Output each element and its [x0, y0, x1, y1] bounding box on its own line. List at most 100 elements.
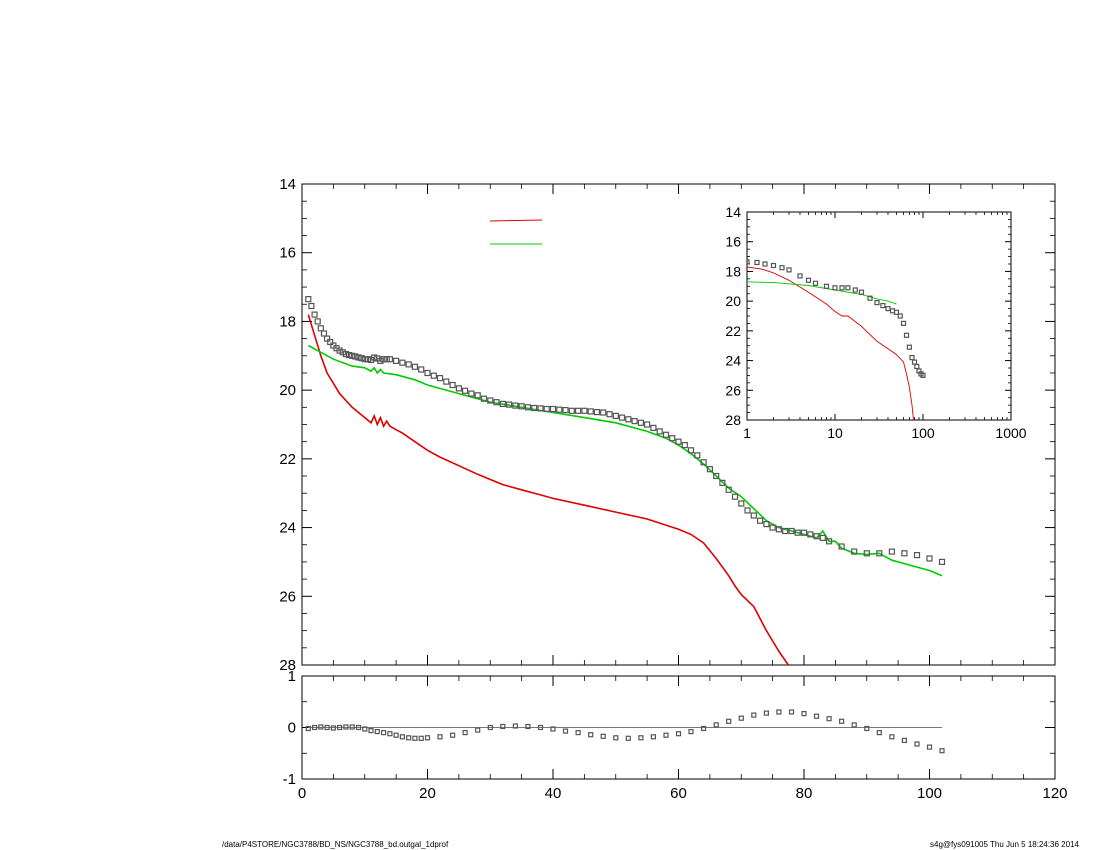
inset-observed-point — [920, 372, 926, 378]
observed-profile-point — [449, 381, 456, 389]
residual-point — [525, 723, 531, 730]
observed-profile-point — [775, 526, 783, 533]
residual-point — [343, 724, 349, 730]
observed-profile-point — [694, 452, 701, 459]
inset-observed-point — [867, 295, 873, 301]
observed-profile-point — [926, 555, 933, 562]
residual-point — [613, 735, 619, 741]
observed-profile-point — [794, 529, 801, 536]
residual-point — [675, 731, 682, 737]
observed-profile-point — [650, 424, 657, 431]
observed-profile-point — [719, 479, 726, 486]
observed-profile-point — [480, 395, 488, 402]
inset-observed-point — [754, 259, 760, 266]
inset-observed-point — [839, 285, 845, 291]
observed-profile-point — [687, 447, 695, 454]
residual-point — [700, 725, 707, 732]
observed-profile-point — [706, 466, 714, 473]
observed-profile-point — [731, 493, 739, 500]
observed-profile-point — [352, 353, 359, 360]
inset-observed-point — [874, 300, 880, 306]
observed-profile-point — [643, 421, 651, 428]
observed-profile-point — [361, 356, 368, 363]
residual-point — [330, 725, 336, 731]
observed-profile-point — [625, 416, 632, 423]
inset-observed-point — [832, 285, 838, 291]
inset-observed-point — [900, 320, 907, 326]
y-tick-label: 14 — [279, 176, 296, 193]
residual-point — [901, 737, 908, 744]
residual-panel: 10-10 20 40 60 80 100 120 — [283, 668, 1068, 802]
residual-point — [312, 724, 318, 731]
y-tick-label: 18 — [279, 313, 296, 330]
observed-profile-point — [888, 548, 896, 555]
residual-point — [826, 716, 832, 722]
observed-profile-point — [851, 548, 858, 555]
x-tick-label: 1 — [743, 425, 751, 441]
inset-background — [743, 208, 1015, 472]
observed-profile-point — [358, 355, 365, 362]
inset-observed-point — [805, 277, 812, 283]
inset-observed-point — [812, 280, 819, 286]
residual-point — [588, 732, 594, 738]
observed-profile-point — [587, 408, 594, 415]
y-tick-label: 20 — [725, 293, 741, 309]
observed-profile-point — [336, 347, 343, 354]
observed-profile-point — [380, 356, 387, 363]
inset-observed-point — [747, 259, 750, 265]
residual-point — [713, 722, 719, 728]
observed-profile-point — [782, 527, 789, 535]
residual-point — [738, 715, 744, 721]
residual-point — [763, 710, 770, 716]
observed-profile-point — [637, 419, 645, 426]
observed-profile-point — [430, 372, 437, 379]
observed-profile-point — [800, 529, 808, 536]
observed-profile-point — [399, 359, 406, 366]
footer-file-path: /data/P4STORE/NGC3788/BD_NS/NGC3788_bd.o… — [222, 840, 449, 849]
observed-profile-point — [324, 335, 331, 342]
residual-point — [324, 724, 330, 731]
observed-profile-point — [314, 318, 321, 325]
observed-profile-point — [377, 357, 384, 364]
x-tick-label: 0 — [298, 785, 306, 802]
observed-profile-point — [543, 405, 550, 413]
observed-profile-point — [656, 428, 663, 435]
main-panel: 14 16 18 20 22 24 26 28 — [279, 176, 1056, 674]
inset-observed-point — [845, 285, 851, 291]
observed-profile-point — [556, 406, 563, 413]
inset-disk-profile-line — [747, 281, 897, 305]
x-tick-label: 20 — [419, 785, 436, 802]
disk-profile-line — [307, 344, 943, 577]
residual-point — [939, 748, 945, 754]
observed-profile-point — [631, 418, 638, 425]
observed-profile-point — [364, 356, 371, 363]
observed-profile-point — [443, 378, 450, 385]
residual-point — [412, 735, 418, 741]
observed-profile-point — [901, 550, 908, 557]
observed-profile-point — [383, 356, 390, 363]
observed-profile-point — [455, 385, 462, 392]
y-tick-label: 26 — [279, 588, 296, 605]
residual-point — [851, 722, 857, 728]
residual-point — [305, 725, 311, 732]
y-tick-label: 22 — [279, 451, 296, 468]
residual-point — [475, 727, 481, 733]
observed-profile-point — [618, 414, 626, 421]
residual-point — [600, 733, 606, 739]
residual-point — [512, 723, 519, 729]
residual-point — [537, 724, 544, 731]
residual-point — [889, 734, 895, 740]
observed-profile-point — [531, 404, 538, 412]
residual-point — [337, 724, 343, 731]
residual-point — [562, 728, 569, 734]
observed-profile-point — [600, 409, 607, 416]
inset-observed-point — [893, 309, 900, 315]
residual-point — [462, 729, 468, 736]
residual-point — [374, 728, 380, 735]
y-tick-label: 24 — [279, 520, 296, 537]
observed-profile-point — [669, 435, 676, 442]
observed-profile-point — [342, 351, 349, 358]
observed-profile-point — [581, 407, 588, 414]
y-tick-label: 20 — [279, 382, 296, 399]
y-tick-label: 26 — [725, 382, 741, 398]
